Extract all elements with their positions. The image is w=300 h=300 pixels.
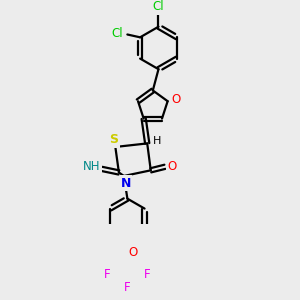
Text: F: F [144,268,151,281]
Text: H: H [153,136,161,146]
Text: F: F [124,281,131,294]
Text: Cl: Cl [153,0,164,14]
Text: NH: NH [83,160,101,173]
Text: O: O [167,160,177,173]
Text: N: N [121,177,131,190]
Text: F: F [104,268,111,281]
Text: S: S [110,134,118,146]
Text: Cl: Cl [112,27,123,40]
Text: O: O [128,246,138,259]
Text: O: O [172,93,181,106]
